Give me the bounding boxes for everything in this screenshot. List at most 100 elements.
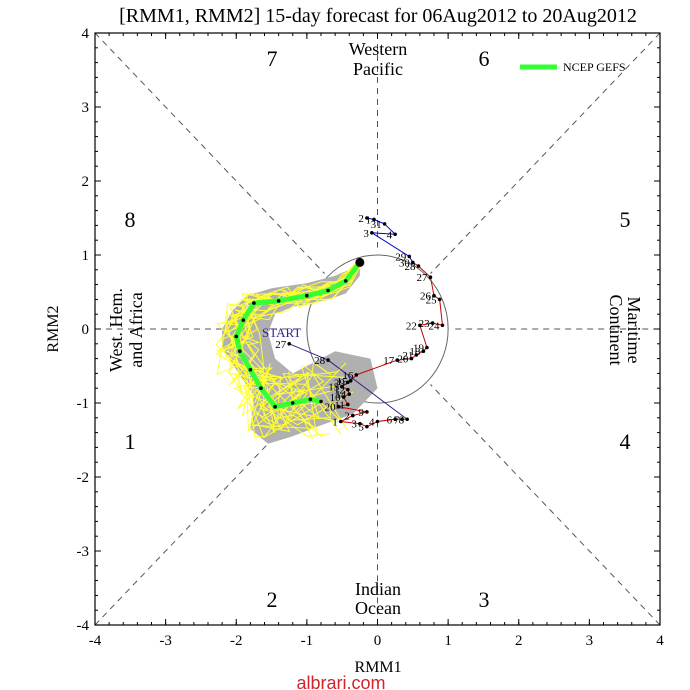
ensemble-member-line [216, 263, 357, 437]
observed-segment [377, 418, 396, 422]
x-tick-label: -2 [230, 633, 243, 649]
observed-point [409, 356, 414, 361]
day-label: 26 [420, 291, 432, 303]
day-label: 22 [406, 320, 417, 332]
ensemble-member-line [224, 263, 364, 439]
region-left-line-1: West. Hem. [106, 288, 126, 372]
forecast-point [343, 279, 348, 283]
day-label: 27 [275, 339, 287, 351]
day-label: 6 [387, 414, 393, 426]
observed-segment [371, 232, 410, 257]
observed-point [338, 419, 343, 424]
x-tick-label: -3 [159, 633, 172, 649]
forecast-start-point [355, 257, 365, 267]
observed-segment [340, 415, 354, 422]
day-label: 20 [397, 354, 409, 366]
day-label: 1 [332, 417, 338, 429]
day-label: 4 [369, 417, 375, 429]
day-label: 27 [416, 272, 428, 284]
day-label: 13 [328, 382, 340, 394]
day-label: 10 [330, 392, 342, 404]
day-label: 15 [337, 376, 349, 388]
observed-point [425, 345, 429, 350]
ensemble-member-line [216, 260, 359, 412]
x-tick-label: 0 [374, 633, 382, 649]
day-label: 5 [358, 422, 364, 434]
y-tick-label: 2 [82, 174, 90, 190]
day-label: 19 [413, 343, 425, 355]
region-bottom-line-2: Ocean [355, 598, 401, 618]
observed-segment [340, 421, 360, 425]
start-label: START [262, 325, 301, 340]
observed-point [341, 395, 346, 399]
observed-point [428, 275, 433, 280]
observed-segment [439, 299, 443, 326]
y-tick-label: -3 [77, 544, 90, 560]
phase-1-label: 1 [125, 429, 136, 454]
day-label: 2 [344, 411, 350, 423]
y-tick-label: -2 [77, 470, 90, 486]
phase-5-label: 5 [620, 207, 631, 232]
observed-point [346, 402, 350, 407]
day-label: 24 [428, 320, 440, 332]
forecast-point [290, 401, 295, 405]
phase-guides [94, 32, 661, 626]
observed-point [430, 321, 435, 325]
observed-point [393, 417, 397, 422]
x-tick-label: 1 [444, 633, 452, 649]
observed-point [350, 413, 355, 418]
x-tick-label: -4 [89, 633, 102, 649]
forecast-point [237, 349, 242, 354]
observed-segment [352, 411, 368, 417]
observed-segment [371, 232, 396, 235]
observed-point [340, 384, 344, 389]
observed-segment [384, 223, 396, 235]
observed-segment [327, 359, 408, 420]
guide-diagonal-lower-right [430, 384, 661, 626]
day-label: 1 [365, 214, 371, 226]
chart-title: [RMM1, RMM2] 15-day forecast for 06Aug20… [119, 5, 637, 27]
day-label: 12 [334, 385, 345, 397]
observed-trajectory: 2 1 31432930282726252423221918212017161529… [275, 213, 445, 434]
observed-point [400, 417, 405, 422]
observed-segment [366, 421, 378, 428]
x-axis-label: RMM1 [354, 659, 401, 676]
observed-segment [289, 343, 329, 361]
day-label: 29 [395, 251, 407, 263]
observed-point [365, 216, 369, 220]
day-label: 29 [334, 377, 346, 389]
guide-diagonal-upper-left [94, 32, 325, 274]
observed-point [336, 404, 341, 409]
observed-point [346, 387, 350, 392]
forecast-point [308, 397, 313, 402]
region-top-line-2: Pacific [353, 59, 403, 79]
region-left-line-2: and Africa [126, 292, 146, 367]
day-label: 31 [371, 219, 382, 231]
forecast-point [305, 293, 309, 298]
phase-6-label: 6 [479, 46, 490, 71]
day-label: 8 [399, 414, 405, 426]
region-right-line-1: Maritime [624, 297, 644, 364]
observed-point [348, 379, 353, 383]
forecast-point [276, 299, 281, 303]
day-label: 23 [419, 318, 431, 330]
day-label: 30 [399, 257, 411, 269]
forecast-point [252, 301, 256, 305]
phase-4-label: 4 [620, 429, 631, 454]
observed-point [372, 217, 376, 222]
observed-segment [373, 219, 385, 225]
y-tick-label: 4 [82, 26, 90, 42]
y-tick-label: -4 [77, 618, 90, 634]
observed-segment [418, 265, 431, 278]
unit-circle [306, 254, 449, 404]
y-tick-label: 1 [82, 248, 90, 264]
day-label: 28 [404, 261, 416, 273]
x-tick-label: 3 [586, 633, 594, 649]
observed-segment [419, 322, 433, 326]
region-top-line-1: Western [349, 39, 408, 59]
observed-point [358, 421, 362, 426]
forecast-point [319, 399, 323, 404]
phase-3-label: 3 [479, 587, 490, 612]
